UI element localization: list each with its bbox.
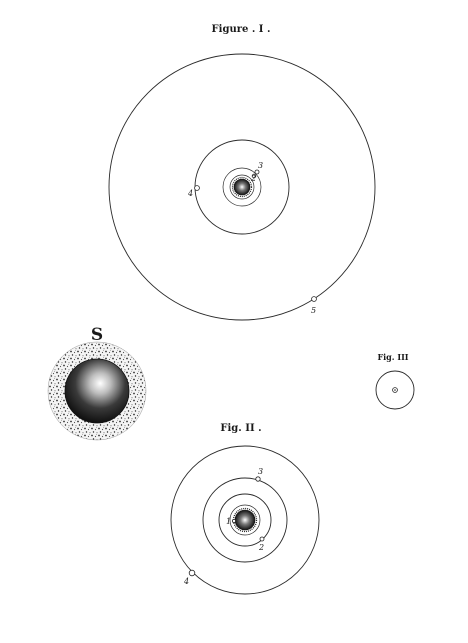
figure-2-planet-1 — [231, 519, 236, 524]
figure-2-label-4: 4 — [183, 577, 189, 586]
figure-3-orbit — [375, 370, 415, 410]
figure-3-center-dot — [394, 389, 396, 391]
figure-1-planet-4 — [194, 185, 200, 191]
figure-2-label-2: 2 — [258, 543, 264, 552]
sun-body — [64, 358, 130, 424]
figure-1-label-4: 4 — [187, 189, 193, 198]
figure-2-planet-4 — [188, 569, 196, 577]
figure-1-innermost-orbit — [229, 174, 255, 200]
figure-1-outer-orbit — [108, 53, 376, 321]
figure-1-inner-orbit — [222, 167, 262, 207]
figure-2-central-body — [232, 507, 258, 533]
figure-2-planet-3 — [255, 476, 261, 482]
figure-2: Fig. II . 1 2 3 4 — [170, 423, 320, 595]
figure-1-planet-2 — [251, 173, 257, 179]
figure-1-planet-5 — [311, 296, 317, 302]
figure-2-middle-orbit — [202, 477, 288, 563]
figure-2-label-3: 3 — [258, 467, 263, 476]
figure-1-label-3: 3 — [258, 161, 263, 170]
figure-2-planet-2 — [259, 536, 265, 542]
sun-figure: S — [47, 325, 147, 441]
figure-1-central-body — [231, 176, 253, 198]
figure-2-outer-orbit — [170, 445, 320, 595]
figure-1-label-2: 2 — [250, 174, 256, 183]
figure-3-title: Fig. III — [377, 352, 408, 362]
sun-label: S — [91, 325, 103, 345]
figure-3: Fig. III — [375, 352, 415, 410]
figure-1-planet-3 — [254, 169, 260, 175]
figure-2-innermost-orbit — [229, 504, 261, 536]
figure-2-title: Fig. II . — [220, 423, 261, 434]
figure-1: Figure . I . 2 3 4 5 — [108, 24, 376, 321]
figure-2-label-1: 1 — [226, 517, 231, 526]
figure-1-label-5: 5 — [311, 306, 316, 315]
figure-1-title: Figure . I . — [212, 24, 271, 35]
figure-2-inner-orbit — [218, 493, 272, 547]
